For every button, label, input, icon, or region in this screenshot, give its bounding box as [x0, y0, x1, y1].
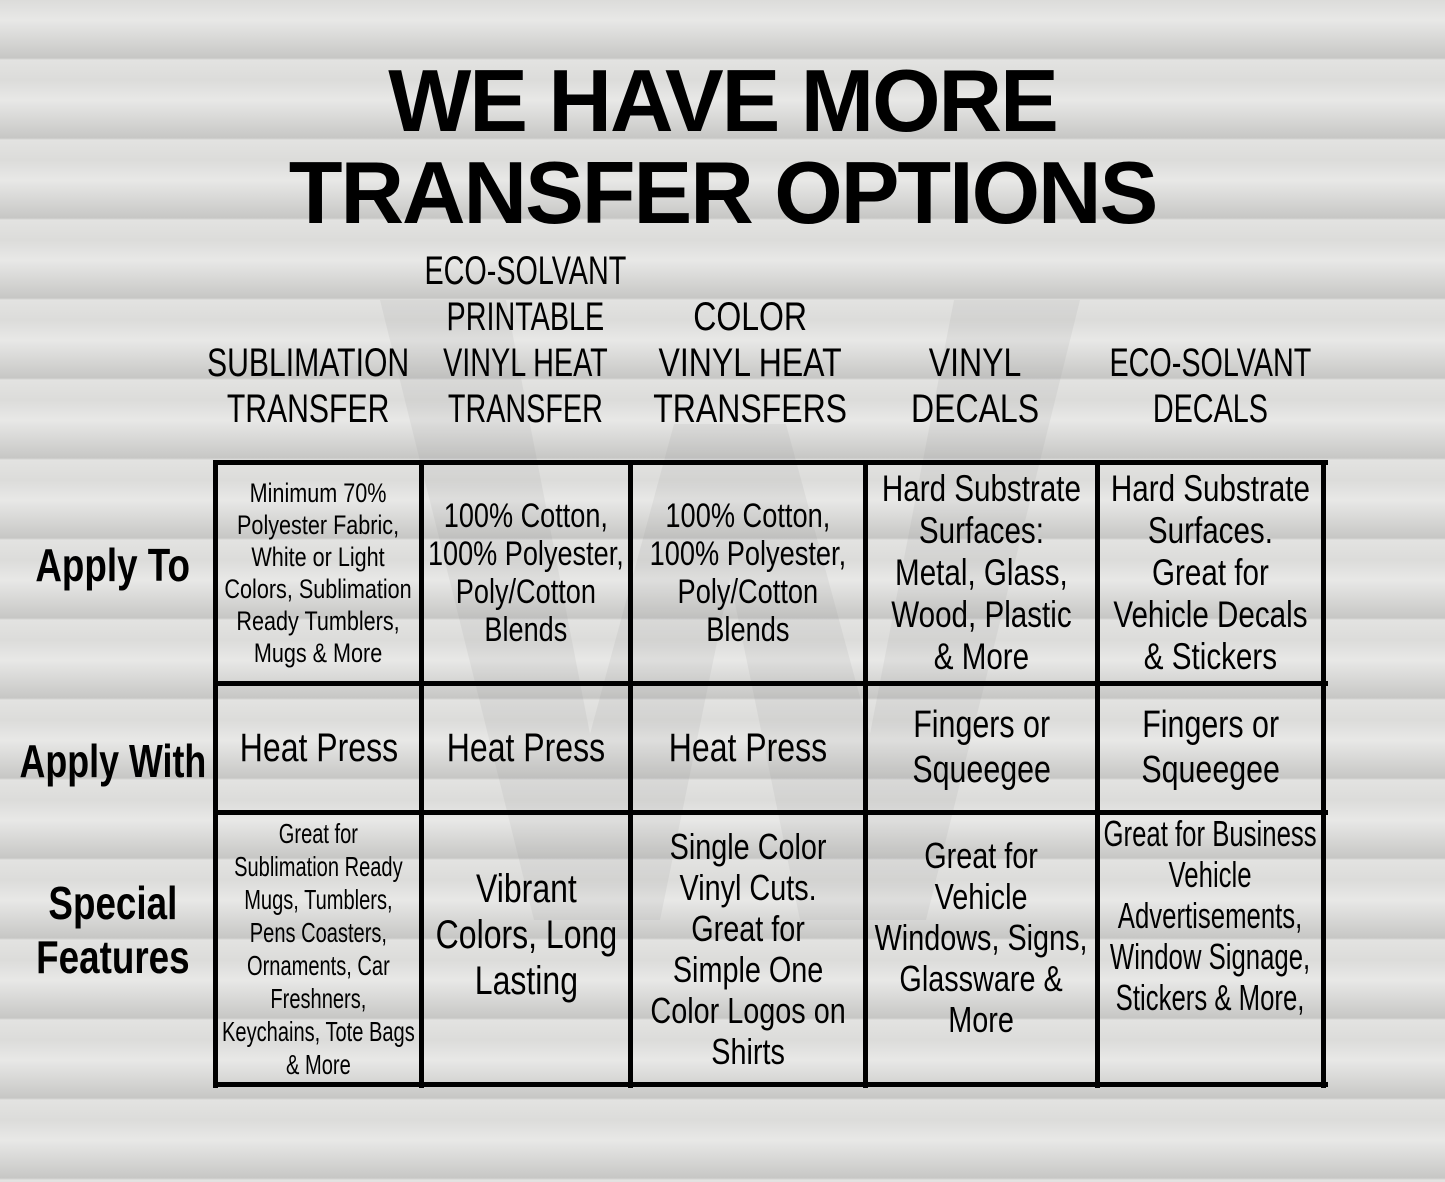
column-divider — [628, 460, 633, 1088]
table-cell: Hard Substrate Surfaces: Metal, Glass, W… — [868, 465, 1095, 681]
table-cell: Fingers or Squeegee — [868, 686, 1095, 810]
table-cell: Great for Sublimation Ready Mugs, Tumble… — [218, 815, 419, 1082]
column-header-text: ECO-SOLVANT PRINTABLE VINYL HEAT TRANSFE… — [424, 249, 626, 431]
row-label-special-features: Special Features — [15, 875, 210, 985]
cell-text: 100% Cotton, 100% Polyester, Poly/Cotton… — [428, 497, 624, 649]
page-title: WE HAVE MORE TRANSFER OPTIONS — [288, 51, 1159, 242]
cell-text: Heat Press — [446, 725, 606, 770]
cell-text: Fingers or Squeegee — [1141, 704, 1280, 791]
cell-text: Heat Press — [239, 725, 398, 770]
cell-text: Heat Press — [668, 725, 828, 770]
table-cell: 100% Cotton, 100% Polyester, Poly/Cotton… — [633, 465, 863, 681]
cell-text: Hard Substrate Surfaces: Metal, Glass, W… — [881, 468, 1082, 677]
column-header-text: SUBLIMATION TRANSFER — [206, 341, 410, 431]
cell-text: Great for Sublimation Ready Mugs, Tumble… — [222, 817, 415, 1080]
cell-text: Vibrant Colors, Long Lasting — [435, 867, 617, 1003]
table-cell: Great for Vehicle Windows, Signs, Glassw… — [868, 815, 1095, 1060]
table-cell: Vibrant Colors, Long Lasting — [424, 815, 628, 1055]
table-cell: Heat Press — [218, 686, 419, 810]
column-header-color-vinyl-htv: COLOR VINYL HEAT TRANSFERS — [645, 250, 855, 432]
cell-text: Hard Substrate Surfaces. Great for Vehic… — [1110, 468, 1311, 677]
column-divider — [1095, 460, 1100, 1088]
table-cell: 100% Cotton, 100% Polyester, Poly/Cotton… — [424, 465, 628, 681]
table-border — [1321, 460, 1326, 1088]
comparison-table: Minimum 70% Polyester Fabric, White or L… — [213, 460, 1328, 1088]
cell-text: Single Color Vinyl Cuts. Great for Simpl… — [650, 825, 846, 1072]
column-header-text: ECO-SOLVANT DECALS — [1109, 341, 1311, 431]
row-label-text: Apply To — [35, 539, 190, 591]
column-header-eco-solvant-htv: ECO-SOLVANT PRINTABLE VINYL HEAT TRANSFE… — [420, 249, 630, 432]
row-label-text: Special Features — [35, 877, 190, 983]
column-header-text: VINYL DECALS — [910, 341, 1040, 431]
row-label-apply-with: Apply With — [15, 731, 210, 791]
cell-text: 100% Cotton, 100% Polyester, Poly/Cotton… — [649, 497, 847, 649]
table-cell: Heat Press — [633, 686, 863, 810]
table-cell: Single Color Vinyl Cuts. Great for Simpl… — [633, 815, 863, 1082]
column-header-sublimation: SUBLIMATION TRANSFER — [203, 250, 413, 432]
table-border — [213, 1082, 1328, 1087]
table-cell: Great for Business Vehicle Advertisement… — [1100, 812, 1321, 1018]
table-border — [213, 460, 1328, 465]
table-cell: Hard Substrate Surfaces. Great for Vehic… — [1100, 465, 1321, 681]
table-cell: Heat Press — [424, 686, 628, 810]
column-divider — [419, 460, 424, 1088]
column-divider — [863, 460, 868, 1088]
row-divider — [213, 810, 1328, 815]
cell-text: Minimum 70% Polyester Fabric, White or L… — [224, 478, 413, 668]
table-cell: Fingers or Squeegee — [1100, 686, 1321, 810]
cell-text: Great for Vehicle Windows, Signs, Glassw… — [875, 835, 1088, 1040]
column-header-vinyl-decals: VINYL DECALS — [870, 250, 1080, 432]
cell-text: Fingers or Squeegee — [912, 704, 1051, 791]
column-header-text: COLOR VINYL HEAT TRANSFERS — [653, 295, 847, 431]
table-cell: Minimum 70% Polyester Fabric, White or L… — [218, 465, 419, 681]
cell-text: Great for Business Vehicle Advertisement… — [1103, 812, 1318, 1018]
row-label-apply-to: Apply To — [15, 535, 210, 595]
column-header-eco-solvant-decals: ECO-SOLVANT DECALS — [1105, 250, 1315, 432]
row-divider — [213, 681, 1328, 686]
table-border — [213, 460, 218, 1088]
row-label-text: Apply With — [19, 735, 206, 787]
